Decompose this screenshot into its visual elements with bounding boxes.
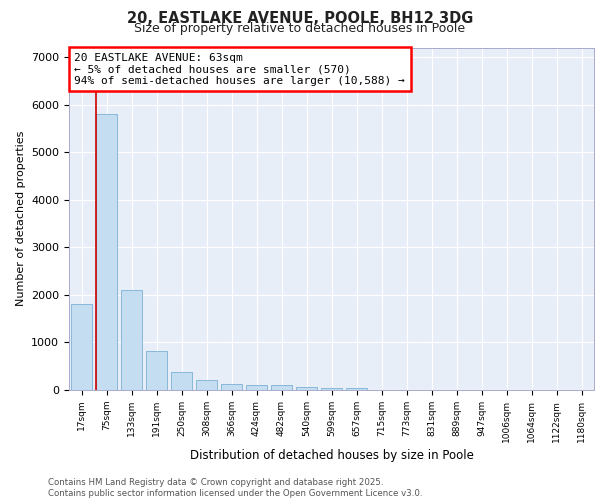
Bar — [196, 380, 217, 390]
Bar — [296, 386, 317, 390]
Text: Size of property relative to detached houses in Poole: Size of property relative to detached ho… — [134, 22, 466, 35]
Bar — [71, 304, 92, 390]
Bar — [271, 386, 292, 390]
Bar — [146, 351, 167, 390]
Bar — [171, 372, 192, 390]
Bar — [321, 388, 342, 390]
X-axis label: Distribution of detached houses by size in Poole: Distribution of detached houses by size … — [190, 449, 473, 462]
Text: 20 EASTLAKE AVENUE: 63sqm
← 5% of detached houses are smaller (570)
94% of semi-: 20 EASTLAKE AVENUE: 63sqm ← 5% of detach… — [74, 52, 405, 86]
Y-axis label: Number of detached properties: Number of detached properties — [16, 131, 26, 306]
Bar — [96, 114, 117, 390]
Bar — [246, 385, 267, 390]
Text: 20, EASTLAKE AVENUE, POOLE, BH12 3DG: 20, EASTLAKE AVENUE, POOLE, BH12 3DG — [127, 11, 473, 26]
Bar — [221, 384, 242, 390]
Text: Contains HM Land Registry data © Crown copyright and database right 2025.
Contai: Contains HM Land Registry data © Crown c… — [48, 478, 422, 498]
Bar — [121, 290, 142, 390]
Bar — [346, 388, 367, 390]
